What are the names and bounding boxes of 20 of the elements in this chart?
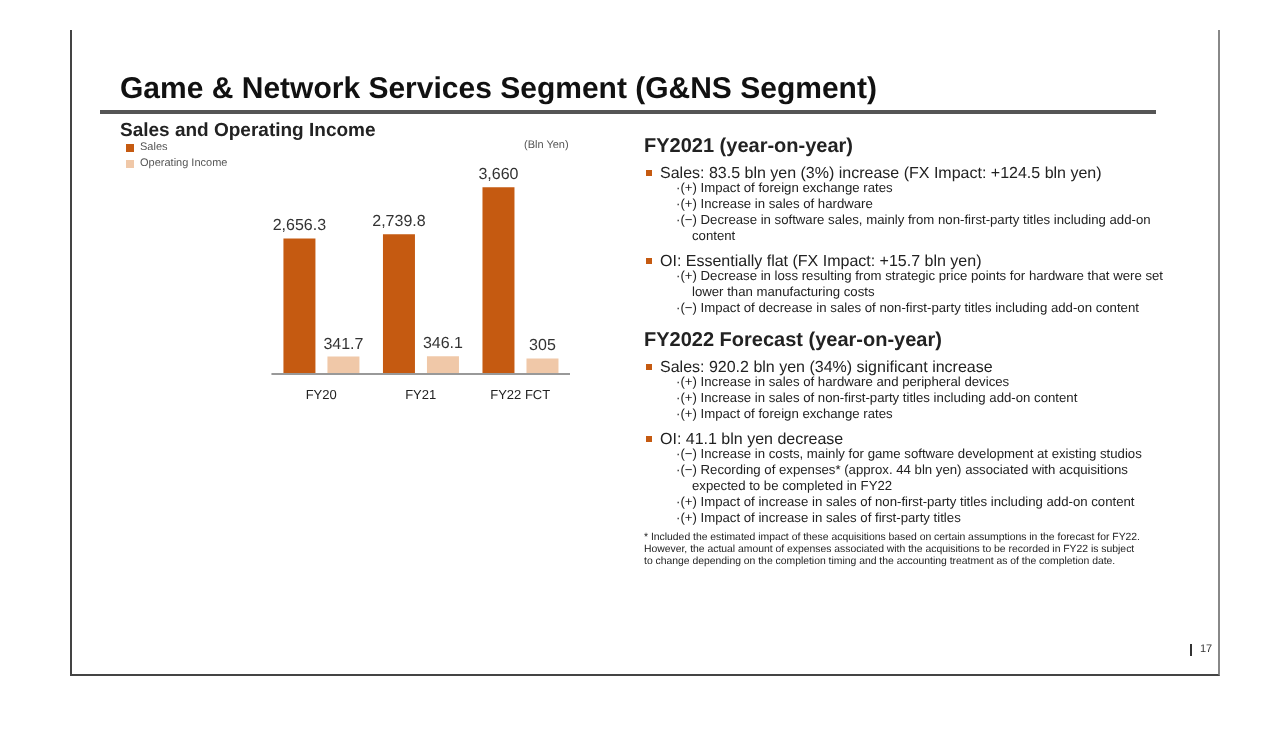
- text: Sales: 83.5 bln yen (3%) increase (FX Impact: +124.5 bln yen): [658, 164, 1104, 182]
- text: FY2021 (year-on-year): [644, 136, 855, 158]
- data-label: 341.7: [323, 334, 365, 353]
- text: Sales: 920.2 bln yen (34%) significant increase: [658, 358, 995, 376]
- data-label: 2,656.3: [272, 216, 328, 235]
- bar: [482, 187, 515, 374]
- text: OI: 41.1 bln yen decrease: [658, 430, 846, 448]
- data-label: 305: [529, 336, 557, 355]
- text: FY2022 Forecast (year-on-year): [644, 330, 944, 352]
- bar: [327, 356, 360, 374]
- data-label: 346.1: [422, 334, 465, 353]
- text: OI: Essentially flat (FX Impact: +15.7 bln yen): [658, 252, 984, 270]
- data-label: 3,660: [478, 165, 520, 184]
- bar: [526, 358, 559, 374]
- chart-title: Game & Network Services Segment (G&NS Segment): [120, 72, 877, 106]
- bar: [426, 356, 459, 374]
- data-label: 2,739.8: [372, 212, 427, 231]
- bar: [283, 238, 316, 374]
- chart-subtitle: Sales and Operating Income: [120, 120, 376, 142]
- bar: [382, 234, 415, 374]
